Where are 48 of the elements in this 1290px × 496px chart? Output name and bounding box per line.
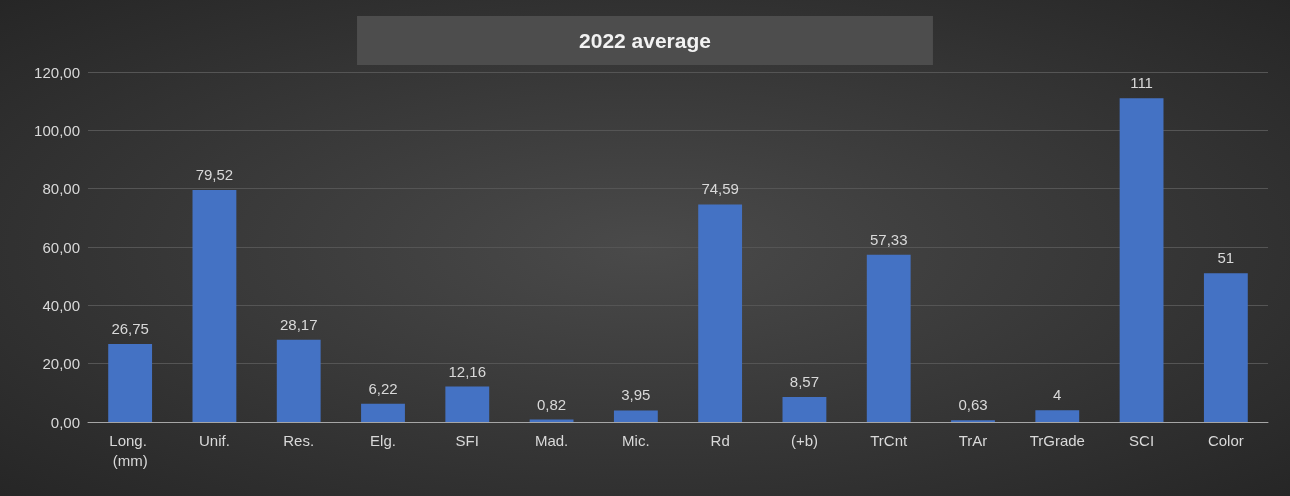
x-tick-label: Rd — [710, 431, 730, 449]
data-label: 12,16 — [448, 362, 487, 380]
bar — [613, 410, 658, 422]
x-tick-label: Res. — [283, 431, 315, 449]
x-tick-label: Elg. — [370, 431, 396, 449]
bar — [192, 190, 237, 422]
data-label: 0,82 — [536, 395, 567, 413]
data-label: 111 — [1130, 74, 1153, 92]
bar — [698, 204, 743, 422]
data-label: 74,59 — [701, 180, 739, 198]
bar — [866, 254, 911, 422]
x-tick-label: Unif. — [199, 431, 230, 449]
y-tick-label: 100,00 — [34, 121, 80, 139]
y-tick-label: 0,00 — [50, 413, 80, 431]
x-tick-label: (+b) — [790, 431, 818, 449]
bar — [361, 403, 405, 422]
data-label: 8,57 — [789, 373, 820, 390]
chart-title: 2022 average — [579, 29, 711, 52]
data-label: 28,17 — [279, 315, 318, 333]
bar — [782, 397, 827, 422]
data-label: 79,52 — [195, 166, 234, 184]
y-tick-label: 80,00 — [42, 180, 80, 198]
y-tick-label: 20,00 — [42, 355, 80, 373]
y-tick-label: 60,00 — [42, 238, 80, 256]
y-tick-label: 40,00 — [42, 296, 80, 314]
x-tick-label: Long. (mm) — [109, 431, 151, 469]
x-tick-label: Color — [1207, 431, 1244, 449]
x-tick-label: Mic. — [622, 431, 650, 449]
bar — [276, 339, 321, 422]
bar — [445, 386, 490, 422]
data-label: 51 — [1217, 249, 1235, 267]
y-tick-label: 120,00 — [34, 63, 80, 81]
bar — [108, 343, 153, 422]
data-label: 4 — [1053, 386, 1062, 404]
data-label: 6,22 — [368, 379, 398, 397]
data-label: 0,63 — [958, 396, 988, 414]
x-tick-label: SCI — [1129, 431, 1155, 449]
bar — [1035, 410, 1080, 422]
bar — [1119, 98, 1164, 422]
data-label: 57,33 — [869, 230, 908, 248]
x-tick-label: TrAr — [958, 431, 988, 449]
data-label: 3,95 — [621, 386, 651, 404]
x-tick-label: SFI — [455, 431, 479, 449]
data-label: 26,75 — [111, 319, 149, 337]
x-tick-label: TrGrade — [1029, 431, 1085, 449]
bar — [1203, 273, 1248, 422]
x-tick-label: TrCnt — [870, 431, 909, 449]
x-tick-label: Mad. — [534, 431, 569, 449]
